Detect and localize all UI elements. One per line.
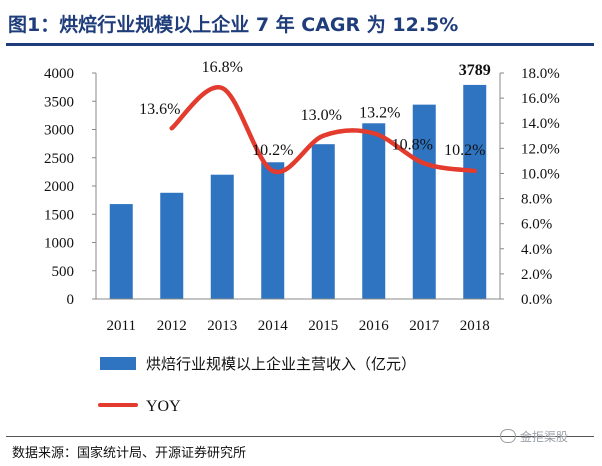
yoy-label-2014: 10.2% bbox=[252, 142, 293, 159]
title-divider bbox=[6, 43, 594, 46]
left-tick-label: 3500 bbox=[44, 94, 74, 110]
right-tick-label: 2.0% bbox=[521, 267, 552, 283]
x-tick-label: 2018 bbox=[460, 318, 490, 334]
bar-2016 bbox=[362, 123, 386, 299]
x-tick-label: 2011 bbox=[107, 318, 136, 334]
x-tick-label: 2013 bbox=[207, 318, 237, 334]
x-tick-label: 2016 bbox=[359, 318, 390, 334]
bar-2015 bbox=[311, 144, 335, 299]
yoy-label-2016: 13.2% bbox=[359, 104, 400, 121]
left-tick-label: 500 bbox=[52, 264, 75, 280]
x-tick-label: 2017 bbox=[409, 318, 440, 334]
legend-bar-label: 烘焙行业规模以上企业主营收入（亿元） bbox=[146, 355, 416, 373]
bar-2018 bbox=[463, 84, 487, 299]
yoy-line-layer bbox=[169, 85, 477, 175]
right-tick-label: 0.0% bbox=[521, 292, 552, 308]
bar-2017 bbox=[412, 104, 436, 299]
left-tick-label: 1000 bbox=[44, 236, 74, 252]
left-tick-label: 2000 bbox=[44, 179, 74, 195]
bar-2013 bbox=[210, 174, 234, 299]
chart-title: 图1：烘焙行业规模以上企业 7 年 CAGR 为 12.5% bbox=[8, 14, 459, 36]
legend-line-label: YOY bbox=[146, 398, 181, 415]
footer-divider bbox=[6, 436, 594, 437]
legend-bar-swatch bbox=[100, 357, 136, 370]
yoy-line bbox=[169, 85, 477, 175]
left-tick-label: 3000 bbox=[44, 123, 74, 139]
labels-layer: 3789 13.6% 16.8% 10.2% 13.0% 13.2% 10.8% 10.2% bbox=[139, 59, 491, 159]
source-note: 数据来源：国家统计局、开源证券研究所 bbox=[12, 446, 247, 461]
yoy-label-2012: 13.6% bbox=[139, 101, 180, 118]
axes-layer: 0 500 1000 1500 2000 2500 3000 3500 4000 0.0% 2.0%… bbox=[44, 66, 560, 334]
yoy-label-2013: 16.8% bbox=[202, 59, 243, 76]
bar-2011 bbox=[109, 204, 133, 299]
bars-layer bbox=[109, 84, 487, 299]
left-tick-label: 1500 bbox=[44, 207, 74, 223]
right-tick-label: 18.0% bbox=[521, 66, 560, 82]
right-tick-label: 8.0% bbox=[521, 192, 552, 208]
watermark-text: 金拒渠股 bbox=[520, 430, 569, 444]
left-tick-label: 4000 bbox=[44, 66, 74, 82]
right-tick-label: 4.0% bbox=[521, 242, 552, 258]
left-tick-label: 0 bbox=[67, 292, 75, 308]
legend: 烘焙行业规模以上企业主营收入（亿元） YOY bbox=[98, 355, 416, 415]
yoy-label-2017: 10.8% bbox=[392, 136, 433, 153]
bar-2012 bbox=[160, 192, 184, 299]
bar-2014 bbox=[261, 162, 285, 299]
right-tick-label: 16.0% bbox=[521, 91, 560, 107]
yoy-label-2018: 10.2% bbox=[444, 142, 485, 159]
x-tick-label: 2012 bbox=[157, 318, 187, 334]
watermark: 金拒渠股 bbox=[500, 428, 568, 445]
left-tick-label: 2500 bbox=[44, 151, 74, 167]
right-tick-label: 12.0% bbox=[521, 141, 560, 157]
right-tick-label: 6.0% bbox=[521, 217, 552, 233]
wechat-icon bbox=[500, 429, 516, 443]
x-tick-label: 2014 bbox=[258, 318, 289, 334]
bar-value-label-2018: 3789 bbox=[459, 62, 491, 79]
right-tick-label: 14.0% bbox=[521, 116, 560, 132]
right-tick-label: 10.0% bbox=[521, 166, 560, 182]
yoy-label-2015: 13.0% bbox=[301, 107, 342, 124]
x-tick-label: 2015 bbox=[308, 318, 338, 334]
